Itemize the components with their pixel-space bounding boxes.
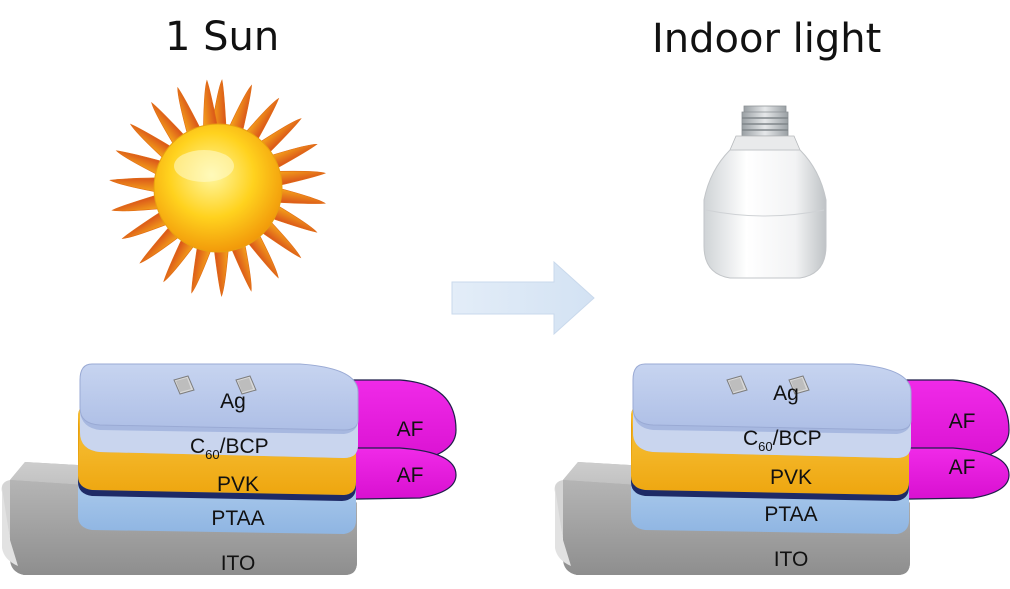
panel-title-1-sun: 1 Sun xyxy=(165,14,280,60)
layer-label-af-bottom: AF xyxy=(397,464,424,487)
layer-labels-left: Ag C60/BCP PVK PTAA ITO AF AF xyxy=(190,390,423,575)
layer-label-af-top: AF xyxy=(949,410,976,433)
layer-label-ito: ITO xyxy=(221,552,256,575)
layer-label-pvk: PVK xyxy=(217,473,259,496)
layer-labels-right: Ag C60/BCP PVK PTAA ITO AF AF xyxy=(743,382,975,571)
layer-label-c60-bcp: C60/BCP xyxy=(190,435,269,462)
layer-label-af-bottom: AF xyxy=(949,456,976,479)
panel-title-indoor-light: Indoor light xyxy=(652,16,882,62)
layer-label-ag: Ag xyxy=(220,390,246,413)
layer-label-af-top: AF xyxy=(397,418,424,441)
arrow-right-icon xyxy=(451,260,595,336)
layer-label-pvk: PVK xyxy=(770,466,812,489)
layer-label-c60-bcp: C60/BCP xyxy=(743,427,822,454)
layer-label-ito: ITO xyxy=(774,548,809,571)
layer-label-ag: Ag xyxy=(773,382,799,405)
layer-label-ptaa: PTAA xyxy=(764,503,817,526)
light-bulb-icon xyxy=(703,105,827,279)
layer-label-ptaa: PTAA xyxy=(211,507,264,530)
sun-icon xyxy=(109,79,326,297)
